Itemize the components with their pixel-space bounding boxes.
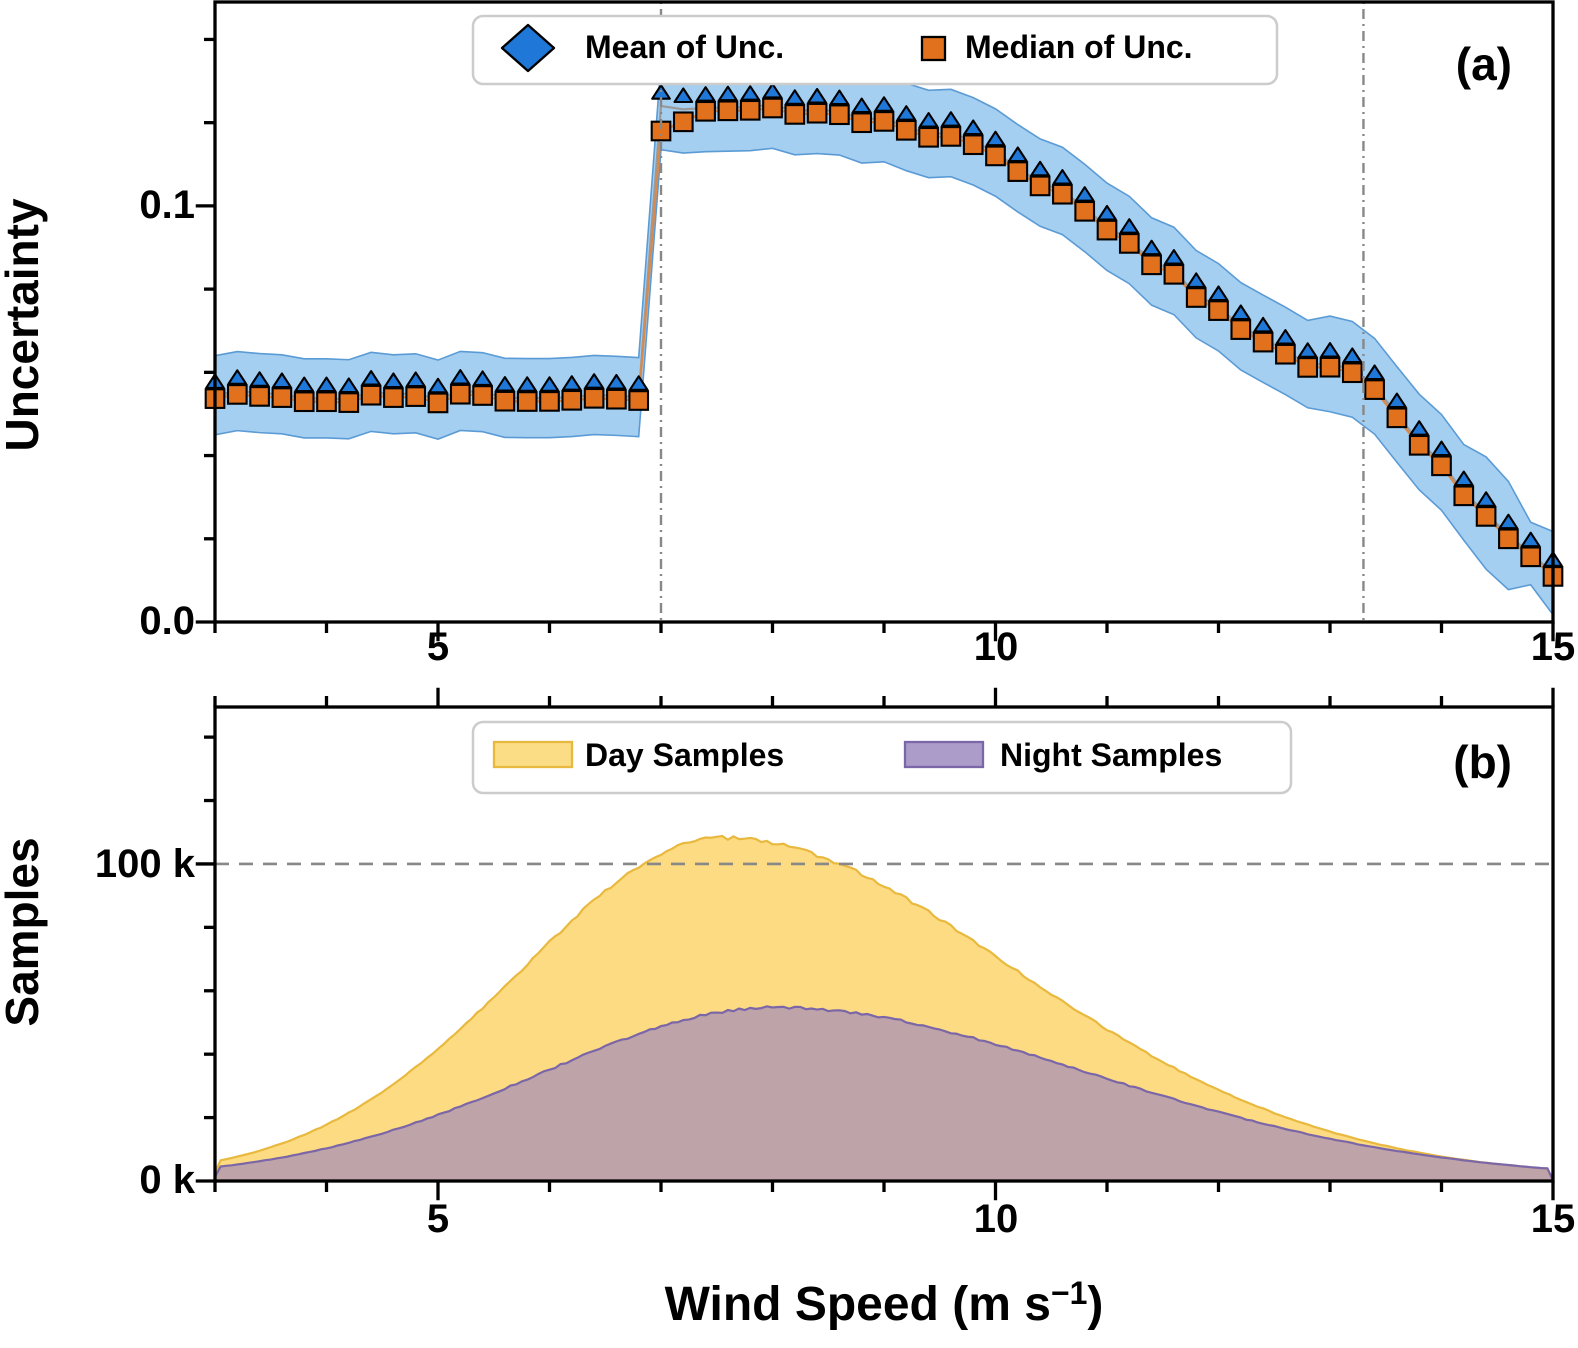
svg-text:Mean of Unc.: Mean of Unc. [585, 29, 784, 65]
svg-text:100 k: 100 k [95, 842, 196, 886]
svg-text:10: 10 [974, 1197, 1019, 1241]
svg-text:15: 15 [1531, 1197, 1576, 1241]
svg-text:Wind Speed (m s−1): Wind Speed (m s−1) [665, 1275, 1104, 1331]
svg-text:15: 15 [1531, 625, 1576, 669]
svg-text:0.0: 0.0 [139, 599, 195, 643]
svg-text:0.1: 0.1 [139, 183, 195, 227]
svg-text:Night Samples: Night Samples [1000, 737, 1222, 773]
svg-text:(b): (b) [1453, 736, 1512, 788]
svg-text:10: 10 [974, 625, 1019, 669]
svg-text:Uncertainty: Uncertainty [0, 198, 48, 451]
svg-text:Samples: Samples [0, 837, 48, 1026]
svg-text:Median of Unc.: Median of Unc. [965, 29, 1193, 65]
svg-text:Day Samples: Day Samples [585, 737, 784, 773]
svg-text:5: 5 [427, 1197, 449, 1241]
svg-text:5: 5 [427, 625, 449, 669]
svg-text:0 k: 0 k [139, 1158, 195, 1202]
svg-text:(a): (a) [1456, 38, 1512, 90]
